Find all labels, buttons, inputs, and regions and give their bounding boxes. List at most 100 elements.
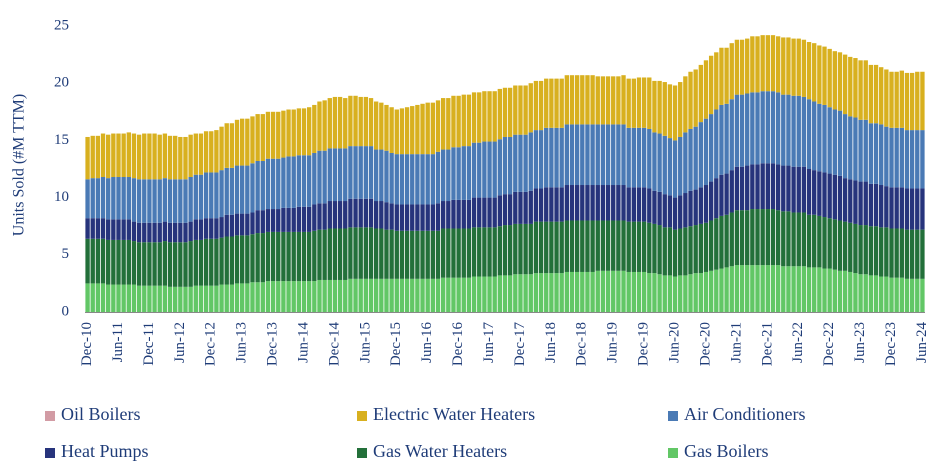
bar-segment bbox=[291, 231, 296, 282]
bar-segment bbox=[889, 71, 894, 128]
bar-segment bbox=[322, 100, 327, 151]
bar-segment bbox=[301, 231, 307, 282]
bar-segment bbox=[518, 134, 523, 192]
bar-segment bbox=[276, 281, 281, 312]
bar-segment bbox=[343, 201, 348, 229]
y-tick-label: 10 bbox=[54, 189, 69, 205]
bar-segment bbox=[394, 230, 399, 279]
bar-segment bbox=[353, 227, 358, 279]
bar-segment bbox=[734, 39, 740, 95]
bar-segment bbox=[873, 64, 879, 124]
bar-segment bbox=[729, 43, 734, 100]
bar-segment bbox=[523, 134, 528, 192]
bar-segment bbox=[842, 178, 848, 222]
bar-segment bbox=[765, 35, 770, 92]
bar-segment bbox=[698, 187, 704, 224]
bar-segment bbox=[647, 222, 652, 274]
bar-segment bbox=[842, 54, 848, 115]
bar-segment bbox=[487, 227, 492, 277]
bar-segment bbox=[286, 281, 291, 312]
bar-segment bbox=[291, 109, 296, 157]
bar-segment bbox=[111, 239, 116, 285]
bar-segment bbox=[683, 227, 688, 276]
bar-segment bbox=[657, 133, 662, 192]
bar-segment bbox=[224, 123, 229, 168]
bar-segment bbox=[162, 178, 168, 222]
bar-segment bbox=[332, 279, 338, 312]
bar-segment bbox=[312, 152, 317, 205]
bar-segment bbox=[657, 80, 662, 134]
bar-segment bbox=[317, 279, 322, 312]
bar-segment bbox=[554, 273, 559, 312]
bar-segment bbox=[95, 238, 101, 284]
bar-segment bbox=[703, 271, 709, 312]
bar-segment bbox=[884, 69, 889, 127]
bar-segment bbox=[116, 284, 121, 312]
bar-segment bbox=[714, 178, 719, 219]
bar-segment bbox=[461, 199, 466, 229]
bar-segment bbox=[296, 155, 302, 207]
bar-segment bbox=[775, 92, 781, 165]
bar-segment bbox=[822, 104, 827, 173]
bar-segment bbox=[605, 270, 611, 312]
bar-segment bbox=[173, 286, 178, 312]
bar-segment bbox=[203, 285, 209, 312]
bar-segment bbox=[904, 278, 910, 312]
bar-segment bbox=[276, 111, 281, 159]
x-tick-label: Jun-16 bbox=[419, 322, 435, 363]
bar-segment bbox=[95, 178, 101, 219]
bar-segment bbox=[100, 133, 106, 178]
bar-segment bbox=[85, 179, 90, 219]
bar-segment bbox=[301, 108, 307, 156]
bar-segment bbox=[276, 209, 281, 232]
bar-segment bbox=[750, 92, 755, 165]
bar-segment bbox=[657, 191, 662, 226]
bar-segment bbox=[507, 87, 513, 137]
bar-segment bbox=[729, 266, 734, 312]
bar-segment bbox=[497, 88, 503, 140]
bar-segment bbox=[162, 285, 168, 312]
bar-segment bbox=[667, 84, 673, 139]
bar-segment bbox=[471, 92, 477, 143]
bar-segment bbox=[162, 221, 168, 242]
bar-segment bbox=[884, 227, 889, 277]
bar-segment bbox=[404, 154, 410, 205]
bar-segment bbox=[564, 124, 570, 186]
bar-segment bbox=[193, 174, 198, 220]
bar-segment bbox=[183, 136, 188, 180]
bar-segment bbox=[477, 142, 482, 198]
bar-segment bbox=[327, 148, 332, 202]
bar-segment bbox=[131, 284, 137, 312]
bar-segment bbox=[621, 124, 626, 186]
bar-segment bbox=[147, 242, 152, 286]
bar-segment bbox=[111, 219, 116, 240]
bar-segment bbox=[291, 281, 296, 312]
bar-segment bbox=[714, 269, 719, 312]
bar-segment bbox=[373, 149, 379, 202]
bar-segment bbox=[415, 154, 420, 205]
bar-segment bbox=[487, 141, 492, 198]
bar-segment bbox=[379, 201, 384, 229]
bar-segment bbox=[420, 154, 425, 205]
bar-segment bbox=[276, 158, 281, 210]
bar-segment bbox=[136, 134, 142, 180]
bar-segment bbox=[745, 93, 750, 166]
bar-segment bbox=[801, 166, 807, 213]
bar-segment bbox=[523, 191, 528, 224]
bar-segment bbox=[157, 134, 162, 180]
bar-segment bbox=[219, 217, 224, 238]
bar-segment bbox=[435, 230, 441, 279]
bar-segment bbox=[842, 114, 848, 179]
bar-segment bbox=[714, 218, 719, 270]
bar-segment bbox=[863, 60, 868, 120]
bar-segment bbox=[873, 183, 879, 227]
bar-segment bbox=[662, 82, 667, 136]
bar-segment bbox=[920, 71, 925, 131]
y-tick-label: 25 bbox=[54, 17, 69, 33]
bar-segment bbox=[796, 95, 801, 167]
bar-segment bbox=[745, 38, 750, 94]
bar-segment bbox=[611, 270, 616, 312]
bar-segment bbox=[590, 220, 595, 272]
bar-segment bbox=[538, 80, 544, 131]
bar-segment bbox=[404, 278, 410, 312]
